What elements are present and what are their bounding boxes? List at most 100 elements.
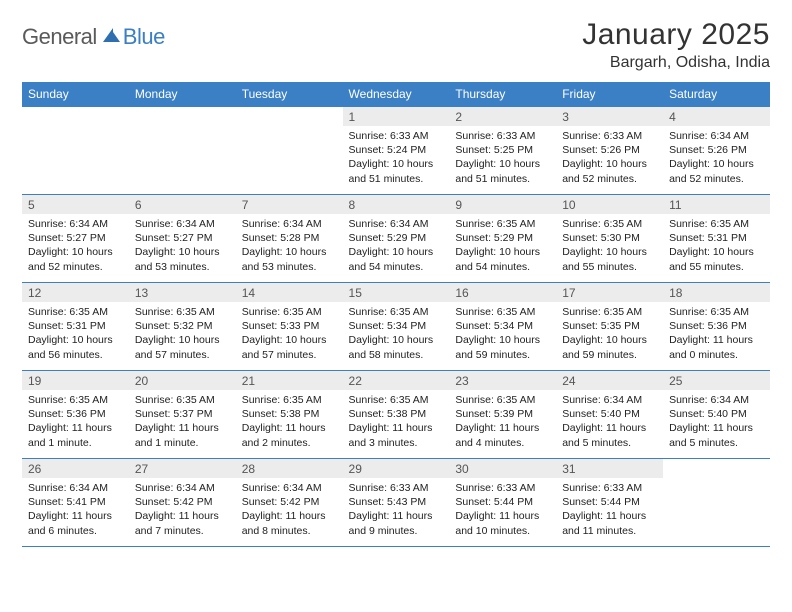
sunset-text: Sunset: 5:35 PM — [562, 319, 657, 333]
day-detail: Sunrise: 6:34 AMSunset: 5:40 PMDaylight:… — [556, 390, 663, 454]
day-cell: 19Sunrise: 6:35 AMSunset: 5:36 PMDayligh… — [22, 371, 129, 459]
day-detail: Sunrise: 6:35 AMSunset: 5:33 PMDaylight:… — [236, 302, 343, 366]
daylight-text: Daylight: 11 hours and 11 minutes. — [562, 509, 657, 537]
logo: General Blue — [22, 18, 165, 50]
col-wednesday: Wednesday — [343, 82, 450, 107]
sunset-text: Sunset: 5:43 PM — [349, 495, 444, 509]
day-cell: 25Sunrise: 6:34 AMSunset: 5:40 PMDayligh… — [663, 371, 770, 459]
sunrise-text: Sunrise: 6:34 AM — [28, 481, 123, 495]
sunset-text: Sunset: 5:44 PM — [562, 495, 657, 509]
sunset-text: Sunset: 5:25 PM — [455, 143, 550, 157]
day-cell: 26 Sunrise: 6:34 AMSunset: 5:41 PMDayligh… — [22, 459, 129, 547]
day-detail: Sunrise: 6:33 AMSunset: 5:24 PMDaylight:… — [343, 126, 450, 190]
day-detail: Sunrise: 6:33 AMSunset: 5:43 PMDaylight:… — [343, 478, 450, 542]
daylight-text: Daylight: 11 hours and 2 minutes. — [242, 421, 337, 449]
day-cell: 16Sunrise: 6:35 AMSunset: 5:34 PMDayligh… — [449, 283, 556, 371]
day-number: 17 — [556, 283, 663, 302]
day-detail: Sunrise: 6:35 AMSunset: 5:32 PMDaylight:… — [129, 302, 236, 366]
sunset-text: Sunset: 5:34 PM — [349, 319, 444, 333]
day-number: 20 — [129, 371, 236, 390]
day-number — [22, 107, 129, 126]
day-cell — [663, 459, 770, 547]
day-number: 21 — [236, 371, 343, 390]
sunset-text: Sunset: 5:37 PM — [135, 407, 230, 421]
daylight-text: Daylight: 10 hours and 54 minutes. — [455, 245, 550, 273]
sunrise-text: Sunrise: 6:34 AM — [135, 217, 230, 231]
day-detail: Sunrise: 6:34 AMSunset: 5:27 PMDaylight:… — [129, 214, 236, 278]
sunrise-text: Sunrise: 6:35 AM — [455, 217, 550, 231]
sunrise-text: Sunrise: 6:35 AM — [135, 393, 230, 407]
day-cell: 11Sunrise: 6:35 AMSunset: 5:31 PMDayligh… — [663, 195, 770, 283]
daylight-text: Daylight: 11 hours and 6 minutes. — [28, 509, 123, 537]
week-row: 12Sunrise: 6:35 AMSunset: 5:31 PMDayligh… — [22, 283, 770, 371]
day-number: 16 — [449, 283, 556, 302]
day-number: 24 — [556, 371, 663, 390]
sunrise-text: Sunrise: 6:34 AM — [349, 217, 444, 231]
sunrise-text: Sunrise: 6:35 AM — [455, 393, 550, 407]
day-number: 10 — [556, 195, 663, 214]
sunset-text: Sunset: 5:41 PM — [28, 495, 123, 509]
day-detail: Sunrise: 6:34 AMSunset: 5:40 PMDaylight:… — [663, 390, 770, 454]
daylight-text: Daylight: 11 hours and 10 minutes. — [455, 509, 550, 537]
day-cell: 28Sunrise: 6:34 AMSunset: 5:42 PMDayligh… — [236, 459, 343, 547]
calendar-body: 1Sunrise: 6:33 AMSunset: 5:24 PMDaylight… — [22, 107, 770, 547]
sunrise-text: Sunrise: 6:34 AM — [28, 217, 123, 231]
day-cell: 20 Sunrise: 6:35 AMSunset: 5:37 PMDayligh… — [129, 371, 236, 459]
day-number: 14 — [236, 283, 343, 302]
daylight-text: Daylight: 10 hours and 57 minutes. — [135, 333, 230, 361]
day-cell: 18Sunrise: 6:35 AMSunset: 5:36 PMDayligh… — [663, 283, 770, 371]
daylight-text: Daylight: 11 hours and 4 minutes. — [455, 421, 550, 449]
sunset-text: Sunset: 5:42 PM — [242, 495, 337, 509]
daylight-text: Daylight: 10 hours and 54 minutes. — [349, 245, 444, 273]
day-number — [236, 107, 343, 126]
col-tuesday: Tuesday — [236, 82, 343, 107]
sunset-text: Sunset: 5:30 PM — [562, 231, 657, 245]
col-sunday: Sunday — [22, 82, 129, 107]
sunrise-text: Sunrise: 6:35 AM — [135, 305, 230, 319]
location-subtitle: Bargarh, Odisha, India — [582, 54, 770, 72]
day-number — [129, 107, 236, 126]
daylight-text: Daylight: 10 hours and 56 minutes. — [28, 333, 123, 361]
day-number: 28 — [236, 459, 343, 478]
day-number: 19 — [22, 371, 129, 390]
daylight-text: Daylight: 11 hours and 8 minutes. — [242, 509, 337, 537]
sunrise-text: Sunrise: 6:35 AM — [669, 217, 764, 231]
day-detail: Sunrise: 6:34 AMSunset: 5:42 PMDaylight:… — [236, 478, 343, 542]
sunset-text: Sunset: 5:39 PM — [455, 407, 550, 421]
month-title: January 2025 — [582, 18, 770, 52]
day-number: 25 — [663, 371, 770, 390]
day-cell: 30Sunrise: 6:33 AMSunset: 5:44 PMDayligh… — [449, 459, 556, 547]
day-cell: 8Sunrise: 6:34 AMSunset: 5:29 PMDaylight… — [343, 195, 450, 283]
day-cell — [129, 107, 236, 195]
sunrise-text: Sunrise: 6:33 AM — [349, 129, 444, 143]
day-cell: 12Sunrise: 6:35 AMSunset: 5:31 PMDayligh… — [22, 283, 129, 371]
sunset-text: Sunset: 5:34 PM — [455, 319, 550, 333]
daylight-text: Daylight: 10 hours and 55 minutes. — [562, 245, 657, 273]
day-detail: Sunrise: 6:35 AMSunset: 5:30 PMDaylight:… — [556, 214, 663, 278]
sunrise-text: Sunrise: 6:33 AM — [455, 129, 550, 143]
day-detail: Sunrise: 6:35 AMSunset: 5:36 PMDaylight:… — [663, 302, 770, 366]
day-detail: Sunrise: 6:35 AMSunset: 5:34 PMDaylight:… — [449, 302, 556, 366]
col-monday: Monday — [129, 82, 236, 107]
logo-text-blue: Blue — [123, 24, 165, 50]
sunset-text: Sunset: 5:33 PM — [242, 319, 337, 333]
daylight-text: Daylight: 10 hours and 57 minutes. — [242, 333, 337, 361]
col-saturday: Saturday — [663, 82, 770, 107]
daylight-text: Daylight: 11 hours and 1 minute. — [28, 421, 123, 449]
week-row: 5Sunrise: 6:34 AMSunset: 5:27 PMDaylight… — [22, 195, 770, 283]
sunset-text: Sunset: 5:24 PM — [349, 143, 444, 157]
day-number: 8 — [343, 195, 450, 214]
day-detail: Sunrise: 6:35 AMSunset: 5:38 PMDaylight:… — [236, 390, 343, 454]
day-number: 18 — [663, 283, 770, 302]
sunrise-text: Sunrise: 6:35 AM — [28, 393, 123, 407]
day-detail: Sunrise: 6:33 AMSunset: 5:44 PMDaylight:… — [556, 478, 663, 542]
sunrise-text: Sunrise: 6:34 AM — [562, 393, 657, 407]
sunset-text: Sunset: 5:27 PM — [28, 231, 123, 245]
daylight-text: Daylight: 10 hours and 58 minutes. — [349, 333, 444, 361]
day-detail: Sunrise: 6:35 AMSunset: 5:36 PMDaylight:… — [22, 390, 129, 454]
day-number: 31 — [556, 459, 663, 478]
calendar-table: Sunday Monday Tuesday Wednesday Thursday… — [22, 82, 770, 547]
day-number: 26 — [22, 459, 129, 478]
daylight-text: Daylight: 11 hours and 1 minute. — [135, 421, 230, 449]
day-cell: 24Sunrise: 6:34 AMSunset: 5:40 PMDayligh… — [556, 371, 663, 459]
